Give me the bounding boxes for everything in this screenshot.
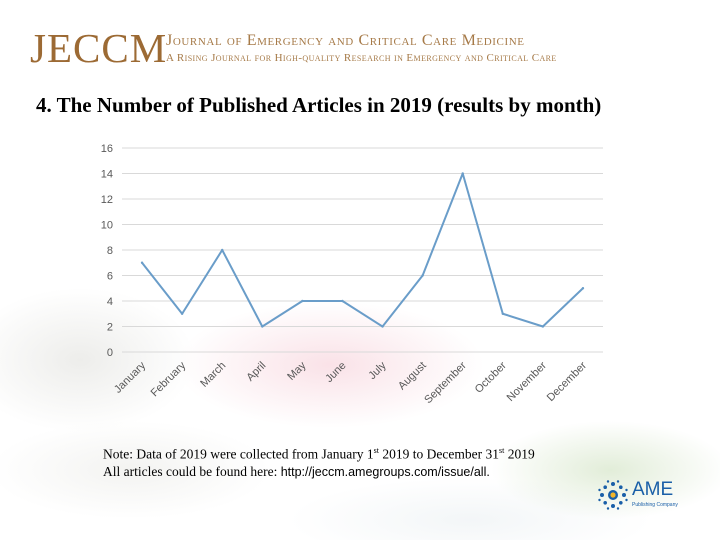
x-tick-label: May (285, 359, 309, 383)
data-point (221, 248, 224, 252)
y-tick-label: 2 (107, 322, 113, 334)
x-tick-label: December (545, 359, 590, 404)
data-point (581, 287, 585, 290)
note-line2-prefix: All articles could be found here: (103, 463, 281, 479)
y-tick-label: 14 (101, 169, 113, 181)
chart-gridlines (122, 147, 603, 353)
articles-link[interactable]: http://jeccm.amegroups.com/issue/all. (280, 464, 490, 479)
data-point (501, 312, 504, 315)
journal-logo: JECCM (30, 25, 168, 71)
note-sup-2: st (498, 446, 505, 455)
journal-tagline: A Rising Journal for High-quality Resear… (166, 52, 557, 64)
y-tick-label: 12 (101, 194, 113, 206)
x-tick-label: June (323, 360, 348, 385)
data-point (140, 261, 144, 264)
data-point (341, 299, 344, 303)
x-tick-label: September (422, 359, 469, 406)
note-suffix: 2019 (504, 446, 535, 462)
data-point (180, 312, 184, 315)
x-tick-label: July (366, 359, 389, 382)
publisher-logo: AME Publishing Company (596, 478, 696, 514)
data-point (261, 325, 264, 328)
y-tick-label: 16 (101, 143, 113, 155)
note-prefix: Note: Data of 2019 were collected from J… (103, 446, 374, 462)
data-point (461, 172, 464, 175)
y-tick-label: 6 (107, 271, 113, 283)
x-tick-label: March (198, 360, 228, 390)
data-point (541, 325, 545, 328)
note-middle: 2019 to December 31 (379, 446, 499, 462)
y-tick-label: 4 (107, 296, 113, 308)
publisher-name: AME (632, 479, 674, 500)
data-point (421, 274, 424, 277)
y-tick-label: 10 (101, 220, 113, 232)
series-layer (140, 172, 585, 328)
slide-title: 4. The Number of Published Articles in 2… (36, 93, 602, 117)
x-tick-label: February (149, 359, 189, 399)
series-line (141, 172, 584, 328)
x-axis-ticks: January February March April May June July Augu… (112, 359, 589, 406)
x-tick-label: October (473, 359, 509, 395)
data-note: Note: Data of 2019 were collected from J… (103, 442, 535, 481)
x-tick-label: January (112, 359, 149, 396)
x-tick-label: August (396, 360, 429, 393)
line-chart: 0 2 4 6 8 10 12 14 16 January February March April M… (101, 143, 603, 406)
data-point (301, 299, 304, 303)
note-sup-1: st (373, 446, 379, 455)
y-axis-ticks: 0 2 4 6 8 10 12 14 16 (101, 143, 113, 359)
journal-name: Journal of Emergency and Critical Care M… (166, 32, 525, 49)
data-point (381, 325, 384, 328)
note-line-1: Note: Data of 2019 were collected from J… (103, 442, 535, 463)
x-tick-label: November (505, 359, 550, 404)
x-tick-label: April (244, 360, 268, 384)
y-tick-label: 0 (107, 347, 113, 359)
ame-globe-icon (598, 480, 628, 510)
publisher-subtitle: Publishing Company (632, 502, 678, 508)
note-line-2: All articles could be found here: http:/… (103, 463, 535, 481)
y-tick-label: 8 (107, 245, 113, 257)
